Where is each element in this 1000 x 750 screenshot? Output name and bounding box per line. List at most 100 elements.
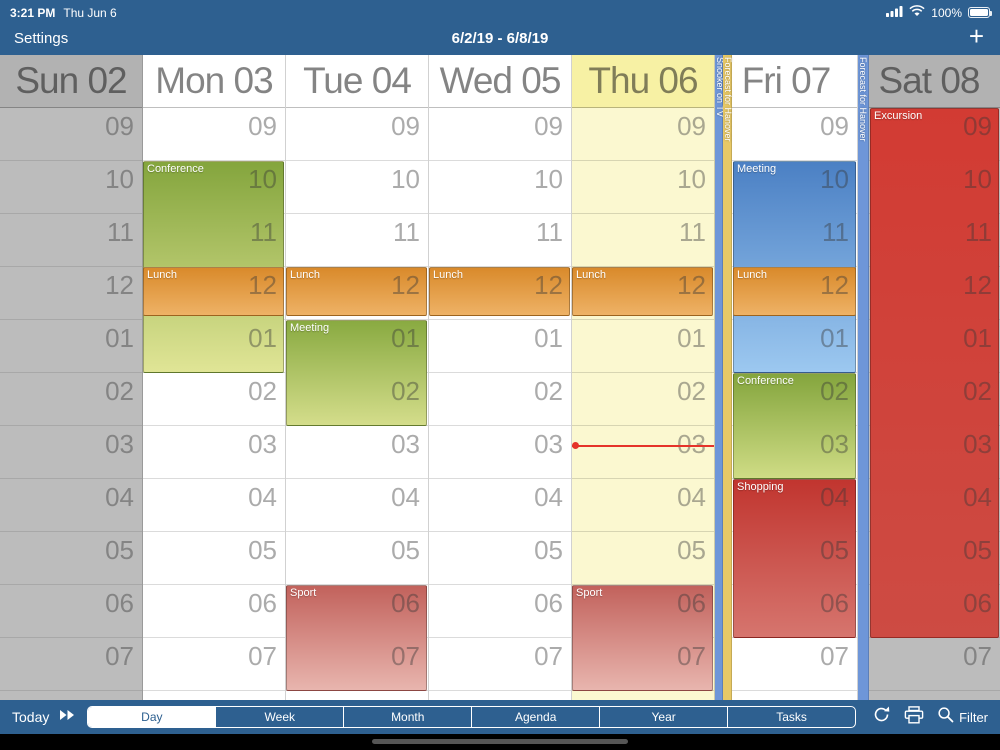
hour-cell[interactable]: 04 xyxy=(572,479,714,532)
hour-label: 01 xyxy=(677,323,706,353)
hour-cell[interactable]: 05 xyxy=(429,532,571,585)
hour-cell[interactable]: 03 xyxy=(143,426,285,479)
hour-label: 06 xyxy=(534,588,563,618)
hour-cell[interactable]: 09 xyxy=(143,108,285,161)
print-button[interactable] xyxy=(904,705,924,729)
hour-cell[interactable]: 09 xyxy=(715,108,857,161)
day-header[interactable]: Thu 06 xyxy=(572,55,714,108)
view-tab-agenda[interactable]: Agenda xyxy=(472,707,601,727)
event-lunch[interactable]: Lunch xyxy=(429,267,570,316)
event-meeting[interactable]: Meeting xyxy=(286,320,427,426)
event-shopping[interactable]: Shopping xyxy=(733,479,856,638)
fast-forward-icon[interactable] xyxy=(59,708,75,726)
hour-cell[interactable]: 09 xyxy=(286,108,428,161)
home-indicator[interactable] xyxy=(372,739,628,744)
hour-cell[interactable]: 03 xyxy=(572,426,714,479)
hour-cell[interactable]: 11 xyxy=(286,214,428,267)
event-sport[interactable]: Sport xyxy=(286,585,427,691)
hour-cell[interactable]: 06 xyxy=(0,585,142,638)
banner-event-snooker-on-tv[interactable]: Snooker on TV xyxy=(715,55,725,700)
hour-label: 02 xyxy=(820,376,849,406)
hour-cell[interactable]: 07 xyxy=(143,638,285,691)
hour-cell[interactable]: 12 xyxy=(286,267,428,320)
battery-icon xyxy=(968,7,992,18)
view-tab-day[interactable]: Day xyxy=(88,707,217,727)
hour-cell[interactable]: 02 xyxy=(143,373,285,426)
hour-cell[interactable]: 10 xyxy=(0,161,142,214)
hour-cell[interactable]: 02 xyxy=(572,373,714,426)
hour-label: 12 xyxy=(105,270,134,300)
add-event-button[interactable]: + xyxy=(968,21,984,51)
hour-cell[interactable]: 10 xyxy=(286,161,428,214)
day-header[interactable]: Tue 04 xyxy=(286,55,428,108)
hour-cell[interactable]: 12 xyxy=(0,267,142,320)
view-tab-week[interactable]: Week xyxy=(216,707,345,727)
hour-cell[interactable]: 09 xyxy=(572,108,714,161)
hour-label: 12 xyxy=(963,270,992,300)
hour-cell[interactable]: 04 xyxy=(143,479,285,532)
hour-cell[interactable]: 02 xyxy=(429,373,571,426)
event-excursion[interactable]: Excursion xyxy=(870,108,999,638)
hour-label: 10 xyxy=(963,164,992,194)
hour-label: 06 xyxy=(105,588,134,618)
hour-cell[interactable]: 06 xyxy=(143,585,285,638)
hour-cell[interactable]: 09 xyxy=(429,108,571,161)
hour-cell[interactable]: 01 xyxy=(0,320,142,373)
hour-cell[interactable]: 10 xyxy=(429,161,571,214)
day-header[interactable]: Sun 02 xyxy=(0,55,142,108)
hour-cell[interactable]: 11 xyxy=(429,214,571,267)
hour-cell[interactable]: 01 xyxy=(572,320,714,373)
hour-cell[interactable]: 07 xyxy=(715,638,857,691)
banner-event-forecast-for-hanover[interactable]: Forecast for Hanover xyxy=(858,55,869,700)
hour-cell[interactable]: 01 xyxy=(429,320,571,373)
hour-cell[interactable]: 12 xyxy=(429,267,571,320)
hour-cell[interactable]: 11 xyxy=(572,214,714,267)
day-header[interactable]: Fri 07 xyxy=(715,55,857,108)
day-column-sun: Sun 02 09 10 11 12 01 02 03 04 05 06 07 xyxy=(0,55,143,700)
view-tab-tasks[interactable]: Tasks xyxy=(776,710,807,724)
event-title: Shopping xyxy=(737,481,784,493)
view-tab-month[interactable]: Month xyxy=(344,707,473,727)
hour-cell[interactable]: 06 xyxy=(429,585,571,638)
hour-cell[interactable]: 02 xyxy=(0,373,142,426)
event-conference[interactable]: Conference xyxy=(733,373,856,479)
printer-icon xyxy=(904,705,924,729)
event-lunch[interactable]: Lunch xyxy=(572,267,713,316)
filter-button[interactable]: Filter xyxy=(937,706,988,728)
hour-label: 11 xyxy=(965,217,992,247)
hour-label: 06 xyxy=(248,588,277,618)
hour-cell[interactable]: 11 xyxy=(0,214,142,267)
hour-cell[interactable]: 10 xyxy=(572,161,714,214)
event-sport[interactable]: Sport xyxy=(572,585,713,691)
hour-label: 07 xyxy=(963,641,992,671)
hour-cell[interactable]: 05 xyxy=(572,532,714,585)
event-lunch[interactable]: Lunch xyxy=(286,267,427,316)
hour-cell[interactable]: 12 xyxy=(572,267,714,320)
day-header[interactable]: Wed 05 xyxy=(429,55,571,108)
hour-cell[interactable]: 05 xyxy=(286,532,428,585)
today-button[interactable]: Today xyxy=(12,708,75,726)
banner-event-forecast-for-hanover[interactable]: Forecast for Hanover xyxy=(723,55,733,700)
hour-cell[interactable]: 05 xyxy=(0,532,142,585)
hour-label: 04 xyxy=(963,482,992,512)
settings-button[interactable]: Settings xyxy=(14,30,69,47)
day-header[interactable]: Sat 08 xyxy=(858,55,1000,108)
refresh-button[interactable] xyxy=(872,705,891,729)
hour-cell[interactable]: 04 xyxy=(429,479,571,532)
event-lunch[interactable]: Lunch xyxy=(733,267,856,316)
hour-label: 11 xyxy=(679,217,706,247)
hour-cell[interactable]: 03 xyxy=(286,426,428,479)
hour-cell[interactable]: 07 xyxy=(858,638,1000,691)
hour-cell[interactable]: 07 xyxy=(429,638,571,691)
hour-cell[interactable]: 04 xyxy=(286,479,428,532)
hour-cell[interactable]: 07 xyxy=(0,638,142,691)
event-lunch[interactable]: Lunch xyxy=(143,267,284,316)
view-tab-year[interactable]: Year xyxy=(600,707,729,727)
hour-cell[interactable]: 03 xyxy=(0,426,142,479)
day-header[interactable]: Mon 03 xyxy=(143,55,285,108)
hour-cell[interactable]: 05 xyxy=(143,532,285,585)
event-title: Conference xyxy=(737,375,794,387)
hour-cell[interactable]: 09 xyxy=(0,108,142,161)
hour-cell[interactable]: 04 xyxy=(0,479,142,532)
hour-cell[interactable]: 03 xyxy=(429,426,571,479)
